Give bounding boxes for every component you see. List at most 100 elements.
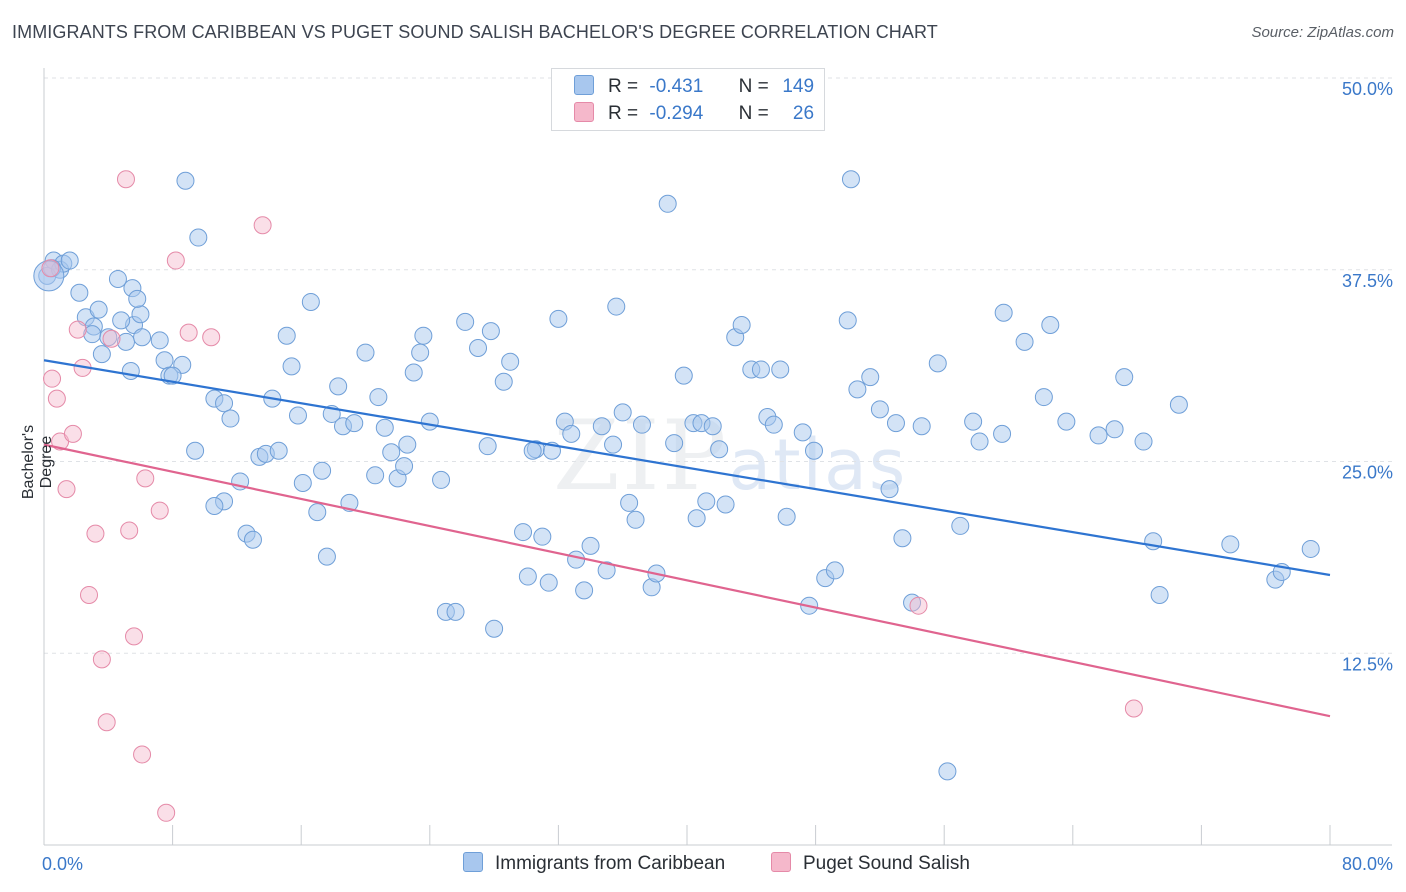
data-point-caribbean bbox=[575, 581, 594, 600]
data-point-salish bbox=[157, 803, 176, 822]
data-point-caribbean bbox=[33, 260, 65, 292]
series-caribbean-points bbox=[33, 170, 1320, 781]
data-point-salish bbox=[150, 501, 169, 520]
data-point-caribbean bbox=[626, 510, 645, 529]
data-point-caribbean bbox=[269, 441, 288, 460]
data-point-caribbean bbox=[912, 417, 931, 436]
data-point-caribbean bbox=[163, 366, 182, 385]
data-point-caribbean bbox=[1134, 432, 1153, 451]
data-point-caribbean bbox=[562, 424, 581, 443]
data-point-caribbean bbox=[478, 437, 497, 456]
data-point-salish bbox=[80, 585, 99, 604]
legend-r-value: -0.431 bbox=[649, 76, 704, 97]
data-point-caribbean bbox=[592, 417, 611, 436]
data-point-salish bbox=[47, 389, 66, 408]
data-point-caribbean bbox=[1115, 368, 1134, 387]
data-point-salish bbox=[202, 328, 221, 347]
data-point-caribbean bbox=[60, 251, 79, 270]
data-point-salish bbox=[1124, 699, 1143, 718]
data-point-caribbean bbox=[121, 361, 140, 380]
trend-line-salish bbox=[43, 443, 1331, 718]
data-point-caribbean bbox=[1034, 388, 1053, 407]
data-point-caribbean bbox=[597, 561, 616, 580]
data-point-caribbean bbox=[398, 435, 417, 454]
data-point-caribbean bbox=[99, 328, 118, 347]
data-point-caribbean bbox=[1169, 395, 1188, 414]
data-point-caribbean bbox=[301, 292, 320, 311]
data-point-caribbean bbox=[703, 417, 722, 436]
data-point-caribbean bbox=[771, 360, 790, 379]
data-point-caribbean bbox=[549, 309, 568, 328]
data-point-caribbean bbox=[928, 354, 947, 373]
data-point-caribbean bbox=[432, 470, 451, 489]
data-point-salish bbox=[43, 369, 62, 388]
data-point-caribbean bbox=[732, 315, 751, 334]
data-point-salish bbox=[253, 216, 272, 235]
data-point-caribbean bbox=[1089, 426, 1108, 445]
data-point-caribbean bbox=[356, 343, 375, 362]
data-point-caribbean bbox=[481, 322, 500, 341]
data-point-caribbean bbox=[938, 762, 957, 781]
data-point-salish bbox=[120, 521, 139, 540]
y-axis-label: Bachelor's Degree bbox=[20, 424, 55, 500]
data-point-caribbean bbox=[632, 415, 651, 434]
data-point-caribbean bbox=[369, 388, 388, 407]
legend-swatch-blue bbox=[463, 852, 483, 872]
data-point-caribbean bbox=[1221, 535, 1240, 554]
data-point-caribbean bbox=[665, 434, 684, 453]
data-point-caribbean bbox=[366, 466, 385, 485]
data-point-caribbean bbox=[951, 516, 970, 535]
data-point-caribbean bbox=[411, 343, 430, 362]
data-point-caribbean bbox=[176, 171, 195, 190]
data-point-caribbean bbox=[420, 412, 439, 431]
data-point-caribbean bbox=[523, 441, 542, 460]
data-point-caribbean bbox=[1105, 420, 1124, 439]
bottom-legend-salish: Puget Sound Salish bbox=[771, 852, 970, 875]
data-point-salish bbox=[166, 251, 185, 270]
data-point-salish bbox=[116, 170, 135, 189]
data-point-salish bbox=[136, 469, 155, 488]
data-point-caribbean bbox=[620, 493, 639, 512]
data-point-caribbean bbox=[994, 303, 1013, 322]
data-point-salish bbox=[57, 480, 76, 499]
x-tick-label: 80.0% bbox=[1342, 854, 1393, 874]
data-point-caribbean bbox=[215, 394, 234, 413]
y-tick-label: 25.0% bbox=[1342, 463, 1393, 483]
data-point-caribbean bbox=[288, 406, 307, 425]
bottom-legend-caribbean: Immigrants from Caribbean bbox=[463, 852, 725, 875]
data-point-caribbean bbox=[329, 377, 348, 396]
data-point-salish bbox=[133, 745, 152, 764]
grid-lines bbox=[44, 77, 1392, 654]
data-point-caribbean bbox=[613, 403, 632, 422]
data-point-caribbean bbox=[674, 366, 693, 385]
legend-label-salish: Puget Sound Salish bbox=[803, 853, 970, 874]
correlation-legend: R = -0.431 N = 149 R = -0.294 N = 26 bbox=[551, 68, 825, 131]
tick-labels: 12.5% 25.0% 37.5% 50.0% 0.0% 80.0% bbox=[42, 79, 1393, 874]
data-point-caribbean bbox=[764, 415, 783, 434]
data-point-caribbean bbox=[793, 423, 812, 442]
data-point-salish bbox=[68, 320, 87, 339]
data-point-salish bbox=[63, 424, 82, 443]
chart-title: IMMIGRANTS FROM CARIBBEAN VS PUGET SOUND… bbox=[12, 22, 938, 42]
data-point-caribbean bbox=[658, 194, 677, 213]
data-point-caribbean bbox=[131, 305, 150, 324]
data-point-salish bbox=[909, 596, 928, 615]
data-point-caribbean bbox=[494, 372, 513, 391]
series-salish-points bbox=[41, 170, 1143, 822]
data-point-caribbean bbox=[993, 424, 1012, 443]
axes bbox=[43, 68, 1392, 846]
data-point-caribbean bbox=[607, 297, 626, 316]
data-point-salish bbox=[102, 329, 121, 348]
data-point-caribbean bbox=[375, 418, 394, 437]
data-point-caribbean bbox=[777, 507, 796, 526]
data-point-caribbean bbox=[1057, 412, 1076, 431]
data-point-caribbean bbox=[567, 550, 586, 569]
data-point-caribbean bbox=[345, 414, 364, 433]
data-point-caribbean bbox=[533, 527, 552, 546]
x-tick-label: 0.0% bbox=[42, 854, 83, 874]
data-point-caribbean bbox=[313, 461, 332, 480]
data-point-caribbean bbox=[92, 345, 111, 364]
legend-swatch-blue bbox=[574, 75, 594, 95]
data-point-caribbean bbox=[687, 509, 706, 528]
